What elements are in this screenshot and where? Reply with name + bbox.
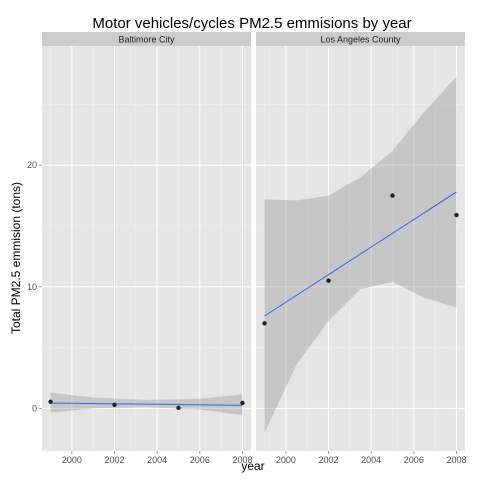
facet-strip-label: Baltimore City (118, 35, 175, 45)
x-tick-label: 2000 (276, 455, 296, 465)
facet-strip (42, 32, 251, 46)
x-tick-label: 2002 (104, 455, 124, 465)
panel-background (42, 46, 251, 451)
panel-background (256, 46, 465, 451)
x-tick-label: 2000 (62, 455, 82, 465)
x-tick-label: 2008 (232, 455, 252, 465)
y-tick-label: 0 (32, 403, 37, 413)
y-tick-label: 20 (27, 160, 37, 170)
data-point (176, 405, 181, 411)
data-point (262, 321, 267, 326)
x-tick-label: 2006 (404, 455, 424, 465)
trend-line (264, 191, 457, 317)
y-axis-ticks: 0 10 20 (27, 160, 42, 413)
facet-panel: Los Angeles County 2000 2002 2004 2006 2008 (256, 32, 466, 465)
y-axis-title: Total PM2.5 emmision (tons) (9, 182, 23, 334)
facet-panel: Baltimore City 2000 2002 2004 2006 2008 (42, 32, 252, 465)
y-tick-label: 10 (27, 282, 37, 292)
data-point (48, 399, 53, 404)
chart-title: Motor vehicles/cycles PM2.5 emmisions by… (92, 15, 411, 32)
x-tick-label: 2004 (147, 455, 167, 465)
data-point (240, 400, 245, 406)
x-tick-label: 2004 (361, 455, 381, 465)
x-tick-label: 2008 (446, 455, 466, 465)
data-point (326, 278, 331, 283)
trend-line (50, 402, 243, 406)
data-point (454, 212, 459, 218)
facet-strip-label: Los Angeles County (320, 35, 401, 45)
panel-plot-area (256, 46, 465, 451)
x-tick-label: 2002 (318, 455, 338, 465)
x-tick-label: 2006 (190, 455, 210, 465)
facet-strip (256, 32, 465, 46)
panel-plot-area (42, 46, 251, 451)
x-axis-title: year (241, 459, 264, 473)
data-point (390, 193, 395, 198)
data-point (112, 402, 117, 407)
confidence-band (264, 76, 457, 433)
